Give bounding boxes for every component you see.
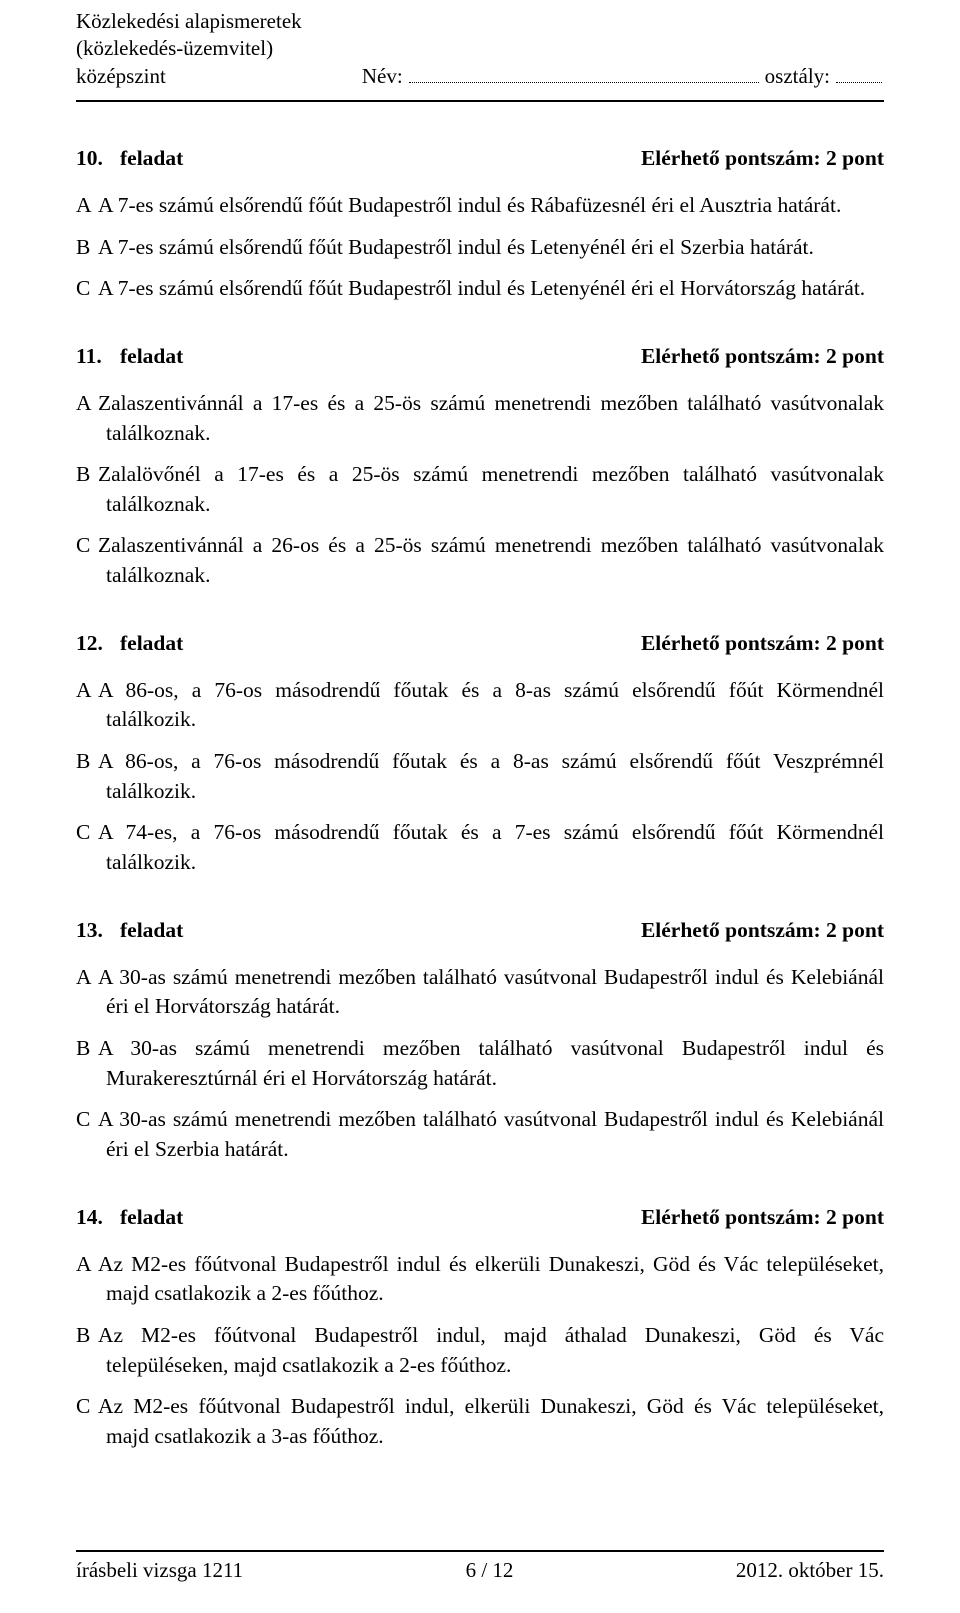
option-text: A 7-es számú elsőrendű főút Budapestről … <box>98 193 841 217</box>
page-header: Közlekedési alapismeretek (közlekedés-üz… <box>76 8 884 90</box>
header-subject: Közlekedési alapismeretek (közlekedés-üz… <box>76 8 362 90</box>
task-header: 14.feladat Elérhető pontszám: 2 pont <box>76 1205 884 1230</box>
task-title: 14.feladat <box>76 1205 183 1230</box>
option-letter: A <box>76 1250 98 1280</box>
task-header: 10.feladat Elérhető pontszám: 2 pont <box>76 146 884 171</box>
header-line1: Közlekedési alapismeretek <box>76 8 362 35</box>
option-letter: A <box>76 191 98 221</box>
option-letter: A <box>76 389 98 419</box>
option-text: Az M2-es főútvonal Budapestről indul, ma… <box>98 1323 884 1377</box>
option-letter: C <box>76 1392 98 1422</box>
task-option: AA 86-os, a 76-os másodrendű főutak és a… <box>76 676 884 735</box>
option-letter: B <box>76 1321 98 1351</box>
option-letter: C <box>76 1105 98 1135</box>
name-label: Név: <box>362 63 403 90</box>
task-header: 11.feladat Elérhető pontszám: 2 pont <box>76 344 884 369</box>
option-letter: C <box>76 274 98 304</box>
task-number: 11. <box>76 344 120 369</box>
class-dots <box>836 65 882 83</box>
task-points: Elérhető pontszám: 2 pont <box>641 918 884 943</box>
option-text: Zalaszentivánnál a 26-os és a 25-ös szám… <box>98 533 884 587</box>
option-letter: B <box>76 747 98 777</box>
task-header: 12.feladat Elérhető pontszám: 2 pont <box>76 631 884 656</box>
option-text: A 7-es számú elsőrendű főút Budapestről … <box>98 276 865 300</box>
option-text: Zalalövőnél a 17-es és a 25-ös számú men… <box>98 462 884 516</box>
task: 13.feladatElérhető pontszám: 2 pontAA 30… <box>76 918 884 1165</box>
task-title: 11.feladat <box>76 344 183 369</box>
task-title: 12.feladat <box>76 631 183 656</box>
task-points: Elérhető pontszám: 2 pont <box>641 344 884 369</box>
task-number: 13. <box>76 918 120 943</box>
task-option: AAz M2-es főútvonal Budapestről indul és… <box>76 1250 884 1309</box>
task-option: BAz M2-es főútvonal Budapestről indul, m… <box>76 1321 884 1380</box>
option-text: A 30-as számú menetrendi mezőben találha… <box>98 1036 884 1090</box>
option-text: A 30-as számú menetrendi mezőben találha… <box>98 965 884 1019</box>
task-points: Elérhető pontszám: 2 pont <box>641 1205 884 1230</box>
option-text: A 86-os, a 76-os másodrendű főutak és a … <box>98 749 884 803</box>
option-text: Az M2-es főútvonal Budapestről indul, el… <box>98 1394 884 1448</box>
task-number: 12. <box>76 631 120 656</box>
task-number: 10. <box>76 146 120 171</box>
task-points: Elérhető pontszám: 2 pont <box>641 146 884 171</box>
task-option: AA 30-as számú menetrendi mezőben találh… <box>76 963 884 1022</box>
option-text: A 74-es, a 76-os másodrendű főutak és a … <box>98 820 884 874</box>
task-option: BA 86-os, a 76-os másodrendű főutak és a… <box>76 747 884 806</box>
page-footer: írásbeli vizsga 1211 6 / 12 2012. októbe… <box>76 1550 884 1583</box>
header-line2: (közlekedés-üzemvitel) középszint <box>76 35 362 90</box>
option-text: Az M2-es főútvonal Budapestről indul és … <box>98 1252 884 1306</box>
header-name-class: Név: osztály: <box>362 63 884 90</box>
task-label: feladat <box>120 918 183 942</box>
name-dots <box>409 65 759 83</box>
option-letter: A <box>76 963 98 993</box>
task-label: feladat <box>120 344 183 368</box>
task-option: BZalalövőnél a 17-es és a 25-ös számú me… <box>76 460 884 519</box>
task-option: CA 30-as számú menetrendi mezőben találh… <box>76 1105 884 1164</box>
task: 12.feladatElérhető pontszám: 2 pontAA 86… <box>76 631 884 878</box>
task-title: 10.feladat <box>76 146 183 171</box>
footer-right: 2012. október 15. <box>736 1558 884 1583</box>
task-label: feladat <box>120 1205 183 1229</box>
option-letter: B <box>76 1034 98 1064</box>
task-points: Elérhető pontszám: 2 pont <box>641 631 884 656</box>
task-option: BA 30-as számú menetrendi mezőben találh… <box>76 1034 884 1093</box>
task-option: CAz M2-es főútvonal Budapestről indul, e… <box>76 1392 884 1451</box>
header-divider <box>76 100 884 102</box>
footer-left: írásbeli vizsga 1211 <box>76 1558 243 1583</box>
task-option: BA 7-es számú elsőrendű főút Budapestről… <box>76 233 884 263</box>
task-option: CZalaszentivánnál a 26-os és a 25-ös szá… <box>76 531 884 590</box>
option-letter: B <box>76 233 98 263</box>
task-header: 13.feladat Elérhető pontszám: 2 pont <box>76 918 884 943</box>
option-text: A 30-as számú menetrendi mezőben találha… <box>98 1107 884 1161</box>
option-text: Zalaszentivánnál a 17-es és a 25-ös szám… <box>98 391 884 445</box>
option-letter: A <box>76 676 98 706</box>
option-text: A 7-es számú elsőrendű főút Budapestről … <box>98 235 814 259</box>
task: 10.feladatElérhető pontszám: 2 pontAA 7-… <box>76 146 884 304</box>
task-label: feladat <box>120 146 183 170</box>
tasks-container: 10.feladatElérhető pontszám: 2 pontAA 7-… <box>76 146 884 1452</box>
task-option: AA 7-es számú elsőrendű főút Budapestről… <box>76 191 884 221</box>
task-title: 13.feladat <box>76 918 183 943</box>
task-option: CA 7-es számú elsőrendű főút Budapestről… <box>76 274 884 304</box>
task-number: 14. <box>76 1205 120 1230</box>
option-letter: C <box>76 818 98 848</box>
option-letter: B <box>76 460 98 490</box>
task-option: CA 74-es, a 76-os másodrendű főutak és a… <box>76 818 884 877</box>
task-label: feladat <box>120 631 183 655</box>
task: 11.feladatElérhető pontszám: 2 pontAZala… <box>76 344 884 591</box>
footer-center: 6 / 12 <box>466 1558 514 1583</box>
task: 14.feladatElérhető pontszám: 2 pontAAz M… <box>76 1205 884 1452</box>
class-label: osztály: <box>765 63 830 90</box>
option-text: A 86-os, a 76-os másodrendű főutak és a … <box>98 678 884 732</box>
task-option: AZalaszentivánnál a 17-es és a 25-ös szá… <box>76 389 884 448</box>
option-letter: C <box>76 531 98 561</box>
